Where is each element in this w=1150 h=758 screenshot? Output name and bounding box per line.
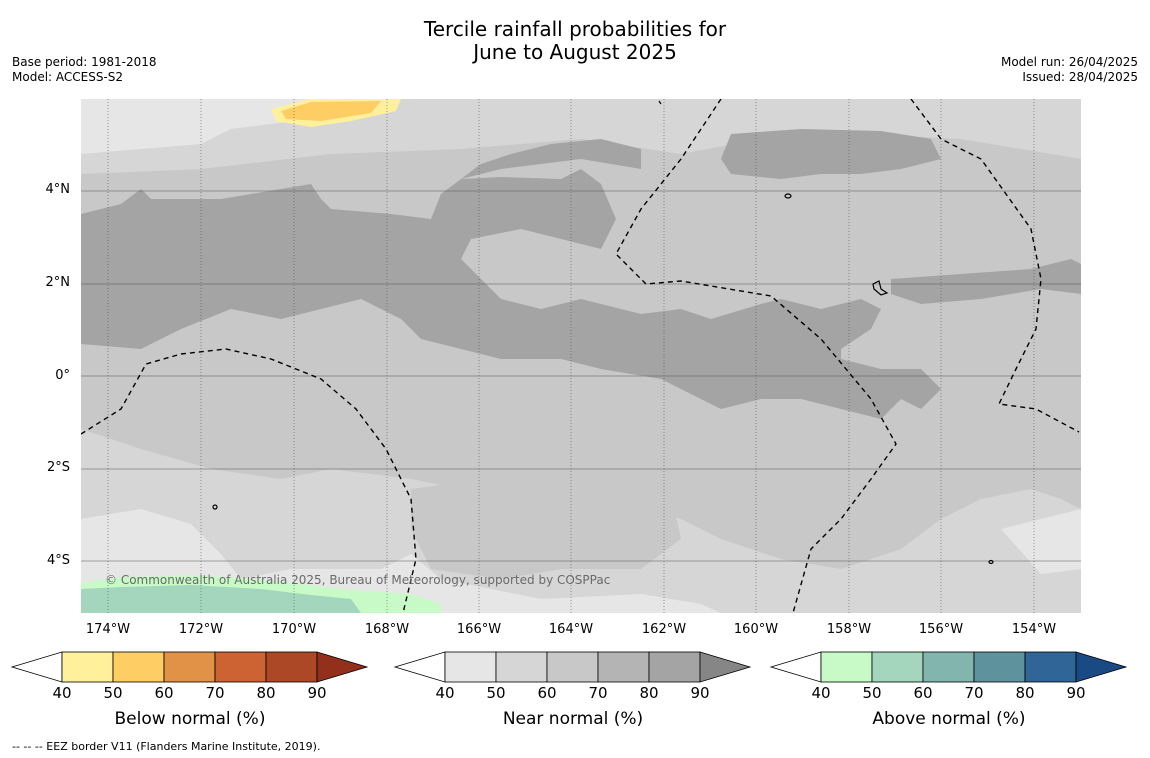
near-normal-80-ne <box>721 129 941 179</box>
colorbar-above-segment-80 <box>1024 651 1077 683</box>
title-line-2: June to August 2025 <box>473 40 677 64</box>
lon-label-168w: 168°W <box>364 622 410 637</box>
chart-title: Tercile rainfall probabilities for June … <box>0 18 1150 64</box>
colorbar-below-tick-90: 90 <box>307 684 327 702</box>
colorbar-above-segment-50 <box>871 651 924 683</box>
lat-label-2s: 2°S <box>46 460 70 475</box>
colorbar-below-tick-70: 70 <box>205 684 225 702</box>
model-name: Model: ACCESS-S2 <box>12 70 124 84</box>
colorbar-above-segment-40 <box>820 651 873 683</box>
colorbar-below-tick-60: 60 <box>154 684 174 702</box>
lon-label-164w: 164°W <box>548 622 594 637</box>
base-period: Base period: 1981-2018 <box>12 55 157 69</box>
colorbar-above-tick-70: 70 <box>964 684 984 702</box>
colorbar-below-segment-80 <box>265 651 318 683</box>
lat-label-eq: 0° <box>55 368 70 383</box>
lon-label-166w: 166°W <box>456 622 502 637</box>
eez-footnote: -- -- -- EEZ border V11 (Flanders Marine… <box>12 740 321 753</box>
below-normal-50-patch <box>281 101 381 121</box>
colorbar-above-tick-40: 40 <box>811 684 831 702</box>
model-run: Model run: 26/04/2025 <box>1000 55 1138 69</box>
colorbar-near-tick-90: 90 <box>690 684 710 702</box>
colorbar-below-tick-80: 80 <box>256 684 276 702</box>
colorbar-near-over-arrow <box>699 651 752 683</box>
legend-title-near: Near normal (%) <box>502 709 644 729</box>
map-gridlines <box>81 99 1081 613</box>
colorbar-near-segment-40 <box>444 651 497 683</box>
probability-map <box>81 99 1081 613</box>
colorbar-below-under-arrow <box>10 651 63 683</box>
lon-label-158w: 158°W <box>826 622 872 637</box>
colorbar-near-segment-70 <box>597 651 650 683</box>
lat-label-4n: 4°N <box>45 182 71 197</box>
colorbar-below-tick-50: 50 <box>103 684 123 702</box>
colorbar-near-under-arrow <box>393 651 446 683</box>
lat-label-4s: 4°S <box>46 553 70 568</box>
colorbar-near-tick-40: 40 <box>435 684 455 702</box>
colorbar-above-under-arrow <box>769 651 822 683</box>
near-normal-40-north <box>81 99 311 154</box>
colorbar-below-segment-60 <box>163 651 216 683</box>
lon-label-170w: 170°W <box>271 622 317 637</box>
colorbar-below-segment-50 <box>112 651 165 683</box>
colorbar-above-tick-50: 50 <box>862 684 882 702</box>
near-normal-40-se <box>1001 509 1081 574</box>
lon-label-160w: 160°W <box>733 622 779 637</box>
issued-date: Issued: 28/04/2025 <box>1022 70 1138 84</box>
legend-title-above: Above normal (%) <box>872 709 1026 729</box>
colorbars <box>10 651 1128 683</box>
meta-left: Base period: 1981-2018 Model: ACCESS-S2 <box>12 55 157 85</box>
colorbar-near-tick-70: 70 <box>588 684 608 702</box>
colorbar-above-segment-60 <box>922 651 975 683</box>
lon-label-156w: 156°W <box>918 622 964 637</box>
colorbar-near-segment-60 <box>546 651 599 683</box>
colorbar-near-segment-50 <box>495 651 548 683</box>
title-line-1: Tercile rainfall probabilities for <box>423 17 727 41</box>
colorbar-above-tick-60: 60 <box>913 684 933 702</box>
colorbar-near-segment-80 <box>648 651 701 683</box>
colorbar-near-tick-50: 50 <box>486 684 506 702</box>
lon-label-162w: 162°W <box>641 622 687 637</box>
lon-label-172w: 172°W <box>178 622 224 637</box>
colorbar-below-tick-40: 40 <box>52 684 72 702</box>
near-normal-80-band <box>81 169 941 419</box>
near-normal-80-east <box>891 259 1081 304</box>
lon-label-174w: 174°W <box>85 622 131 637</box>
colorbar-above-tick-90: 90 <box>1066 684 1086 702</box>
colorbar-below-over-arrow <box>316 651 369 683</box>
meta-right: Model run: 26/04/2025 Issued: 28/04/2025 <box>1001 55 1138 85</box>
near-normal-80-upper <box>461 139 641 179</box>
eez-borders <box>81 99 1080 613</box>
island-outlines <box>212 100 994 565</box>
colorbar-below-segment-70 <box>214 651 267 683</box>
legend-title-below: Below normal (%) <box>114 709 266 729</box>
colorbar-near-tick-80: 80 <box>639 684 659 702</box>
colorbar-below-segment-40 <box>61 651 114 683</box>
colorbar-above-over-arrow <box>1075 651 1128 683</box>
colorbar-above-tick-80: 80 <box>1015 684 1035 702</box>
above-normal-50-patch <box>81 585 361 613</box>
lon-label-154w: 154°W <box>1011 622 1057 637</box>
colorbar-above-segment-70 <box>973 651 1026 683</box>
lat-label-2n: 2°N <box>45 275 71 290</box>
copyright-notice: © Commonwealth of Australia 2025, Bureau… <box>105 573 611 587</box>
near-normal-60-south-blob <box>411 474 681 579</box>
colorbar-near-tick-60: 60 <box>537 684 557 702</box>
